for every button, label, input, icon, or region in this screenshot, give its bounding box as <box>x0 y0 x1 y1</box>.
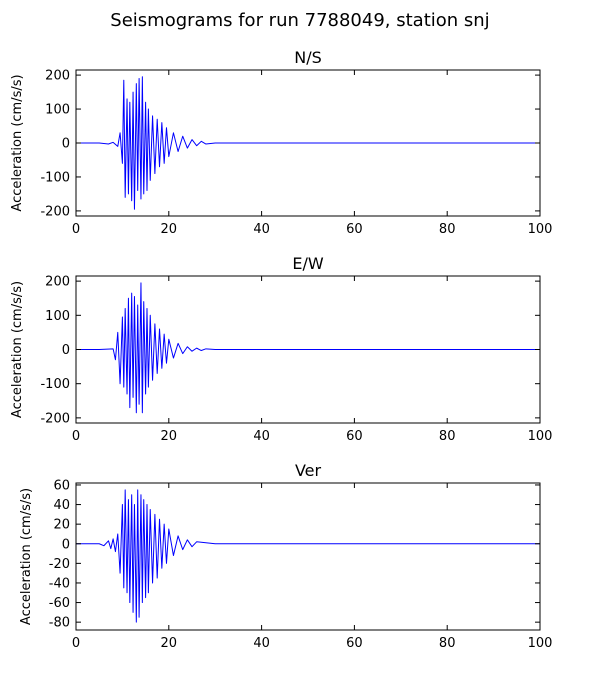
x-tick-label: 80 <box>439 636 456 651</box>
x-tick-label: 40 <box>253 222 270 237</box>
y-tick-label: 0 <box>62 343 70 358</box>
y-tick-label: 20 <box>53 518 70 533</box>
plot-frame <box>75 482 541 631</box>
series-line <box>76 76 540 210</box>
y-axis-label: Acceleration (cm/s/s) <box>10 281 25 418</box>
x-tick-label: 60 <box>346 222 363 237</box>
y-tick-label: -40 <box>49 576 70 591</box>
chart-title: N/S <box>294 48 322 67</box>
y-tick-label: -200 <box>40 204 70 219</box>
y-tick-label: 100 <box>45 103 70 118</box>
x-tick-label: 0 <box>72 636 80 651</box>
y-tick-label: -100 <box>40 170 70 185</box>
x-tick-label: 40 <box>253 429 270 444</box>
x-tick-label: 20 <box>161 429 178 444</box>
y-tick-label: 0 <box>62 537 70 552</box>
x-tick-label: 20 <box>161 636 178 651</box>
chart-panel-3: 0 20 40 60 80 100 -80 -60 -40 -20 0 20 40 60 Ver Accele… <box>19 461 552 651</box>
y-tick-label: 200 <box>45 69 70 84</box>
x-tick-label: 100 <box>528 636 553 651</box>
y-tick-label: -200 <box>40 411 70 426</box>
series-line <box>76 282 540 414</box>
y-tick-label: 40 <box>53 498 70 513</box>
series-line <box>76 489 540 623</box>
chart-panel-1: 0 20 40 60 80 100 -200 -100 0 100 200 N/S Accelerati… <box>10 48 552 237</box>
y-axis-label: Acceleration (cm/s/s) <box>10 74 25 211</box>
y-tick-label: 0 <box>62 137 70 152</box>
x-tick-label: 80 <box>439 429 456 444</box>
x-tick-label: 60 <box>346 636 363 651</box>
y-tick-label: -60 <box>49 596 70 611</box>
figure-title: Seismograms for run 7788049, station snj <box>110 10 490 31</box>
x-tick-label: 20 <box>161 222 178 237</box>
x-tick-label: 80 <box>439 222 456 237</box>
x-tick-label: 100 <box>528 222 553 237</box>
y-tick-label: -80 <box>49 616 70 631</box>
chart-title: Ver <box>295 461 322 480</box>
y-tick-label: -100 <box>40 377 70 392</box>
x-tick-label: 0 <box>72 222 80 237</box>
x-tick-label: 0 <box>72 429 80 444</box>
x-tick-label: 40 <box>253 636 270 651</box>
y-tick-label: -20 <box>49 557 70 572</box>
y-tick-label: 60 <box>53 478 70 493</box>
y-tick-label: 100 <box>45 309 70 324</box>
x-tick-label: 100 <box>528 429 553 444</box>
y-tick-label: 200 <box>45 275 70 290</box>
chart-title: E/W <box>292 254 324 273</box>
x-tick-label: 60 <box>346 429 363 444</box>
y-axis-label: Acceleration (cm/s/s) <box>19 488 34 625</box>
chart-panel-2: 0 20 40 60 80 100 -200 -100 0 100 200 E/W Accelerati… <box>10 254 552 444</box>
